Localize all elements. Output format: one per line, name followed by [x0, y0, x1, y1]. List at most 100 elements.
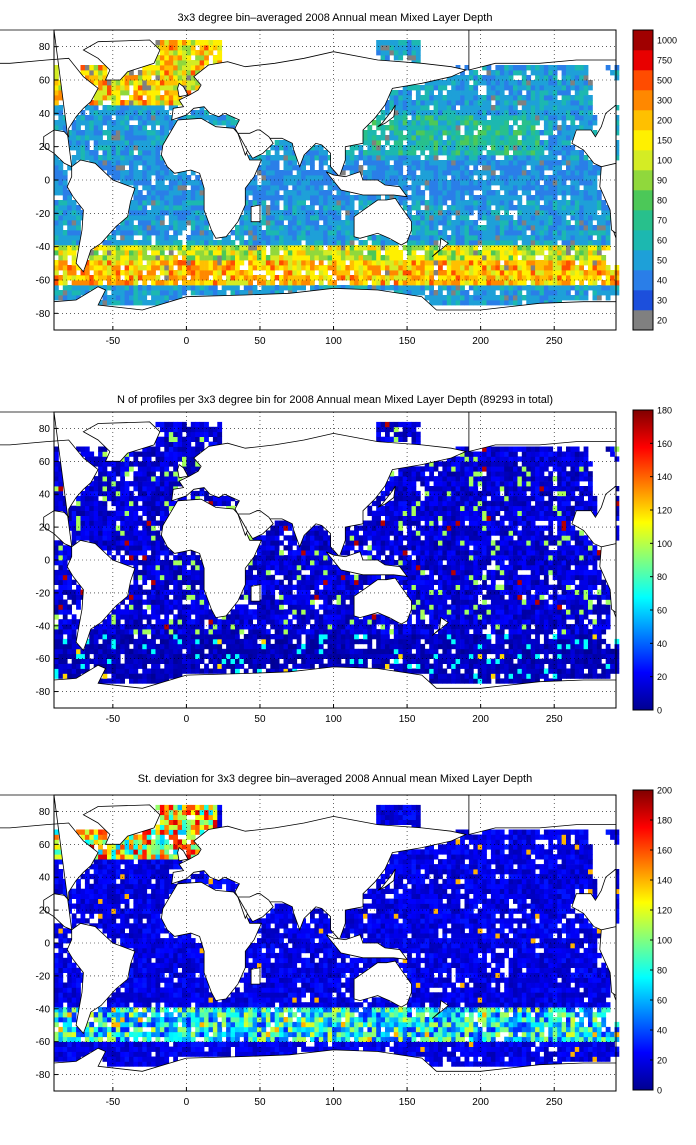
- data-cell: [429, 270, 434, 275]
- data-cell: [160, 185, 165, 190]
- data-cell: [416, 200, 421, 205]
- data-cell: [160, 170, 165, 175]
- data-cell: [116, 165, 121, 170]
- data-cell: [451, 105, 456, 110]
- data-cell: [447, 135, 452, 140]
- data-cell: [535, 140, 540, 145]
- data-cell: [420, 230, 425, 235]
- data-cell: [606, 280, 611, 285]
- data-cell: [389, 50, 394, 55]
- data-cell: [270, 220, 275, 225]
- data-cell: [63, 290, 68, 295]
- colorbar-swatch: [633, 230, 653, 250]
- data-cell: [231, 649, 236, 654]
- data-cell: [412, 270, 417, 275]
- data-cell: [63, 664, 68, 669]
- data-cell: [540, 285, 545, 290]
- data-cell: [372, 155, 377, 160]
- data-cell: [469, 195, 474, 200]
- data-cell: [156, 60, 161, 65]
- data-cell: [504, 240, 509, 245]
- data-cell: [491, 170, 496, 175]
- data-cell: [142, 255, 147, 260]
- data-cell: [235, 285, 240, 290]
- data-cell: [394, 659, 399, 664]
- data-cell: [385, 659, 390, 664]
- data-cell: [562, 250, 567, 255]
- data-cell: [438, 664, 443, 669]
- data-cell: [151, 255, 156, 260]
- data-cell: [531, 140, 536, 145]
- data-cell: [209, 235, 214, 240]
- data-cell: [275, 255, 280, 260]
- data-cell: [451, 100, 456, 105]
- data-cell: [610, 70, 615, 75]
- data-cell: [381, 265, 386, 270]
- data-cell: [111, 649, 116, 654]
- data-cell: [381, 110, 386, 115]
- data-cell: [103, 260, 108, 265]
- data-cell: [500, 115, 505, 120]
- data-cell: [429, 90, 434, 95]
- data-cell: [169, 60, 174, 65]
- data-cell: [94, 125, 99, 130]
- data-cell: [288, 170, 293, 175]
- data-cell: [381, 659, 386, 664]
- data-cell: [434, 85, 439, 90]
- data-cell: [120, 290, 125, 295]
- data-cell: [420, 265, 425, 270]
- data-cell: [478, 255, 483, 260]
- data-cell: [429, 260, 434, 265]
- data-cell: [213, 285, 218, 290]
- data-cell: [301, 255, 306, 260]
- data-cell: [526, 175, 531, 180]
- data-cell: [332, 195, 337, 200]
- data-cell: [416, 115, 421, 120]
- data-cell: [156, 674, 161, 679]
- data-cell: [350, 275, 355, 280]
- data-cell: [495, 70, 500, 75]
- data-cell: [566, 175, 571, 180]
- data-cell: [407, 170, 412, 175]
- data-cell: [491, 90, 496, 95]
- data-cell: [120, 145, 125, 150]
- data-cell: [389, 664, 394, 669]
- data-cell: [504, 205, 509, 210]
- data-cell: [553, 215, 558, 220]
- data-cell: [425, 85, 430, 90]
- data-cell: [438, 110, 443, 115]
- data-cell: [407, 110, 412, 115]
- data-cell: [584, 115, 589, 120]
- data-cell: [570, 75, 575, 80]
- data-cell: [429, 245, 434, 250]
- data-cell: [178, 215, 183, 220]
- data-cell: [279, 225, 284, 230]
- data-cell: [323, 250, 328, 255]
- data-cell: [301, 225, 306, 230]
- data-cell: [310, 280, 315, 285]
- data-cell: [85, 120, 90, 125]
- data-cell: [495, 75, 500, 80]
- data-cell: [434, 110, 439, 115]
- data-cell: [306, 185, 311, 190]
- data-cell: [478, 185, 483, 190]
- data-cell: [447, 285, 452, 290]
- data-cell: [425, 275, 430, 280]
- data-cell: [381, 45, 386, 50]
- data-cell: [504, 85, 509, 90]
- data-cell: [129, 215, 134, 220]
- data-cell: [593, 290, 598, 295]
- data-cell: [107, 240, 112, 245]
- data-cell: [107, 105, 112, 110]
- data-cell: [76, 135, 81, 140]
- data-cell: [495, 674, 500, 679]
- data-cell: [186, 75, 191, 80]
- data-cell: [491, 165, 496, 170]
- data-cell: [412, 130, 417, 135]
- data-cell: [363, 240, 368, 245]
- data-cell: [425, 130, 430, 135]
- data-cell: [98, 644, 103, 649]
- data-cell: [138, 644, 143, 649]
- data-cell: [284, 245, 289, 250]
- data-cell: [142, 195, 147, 200]
